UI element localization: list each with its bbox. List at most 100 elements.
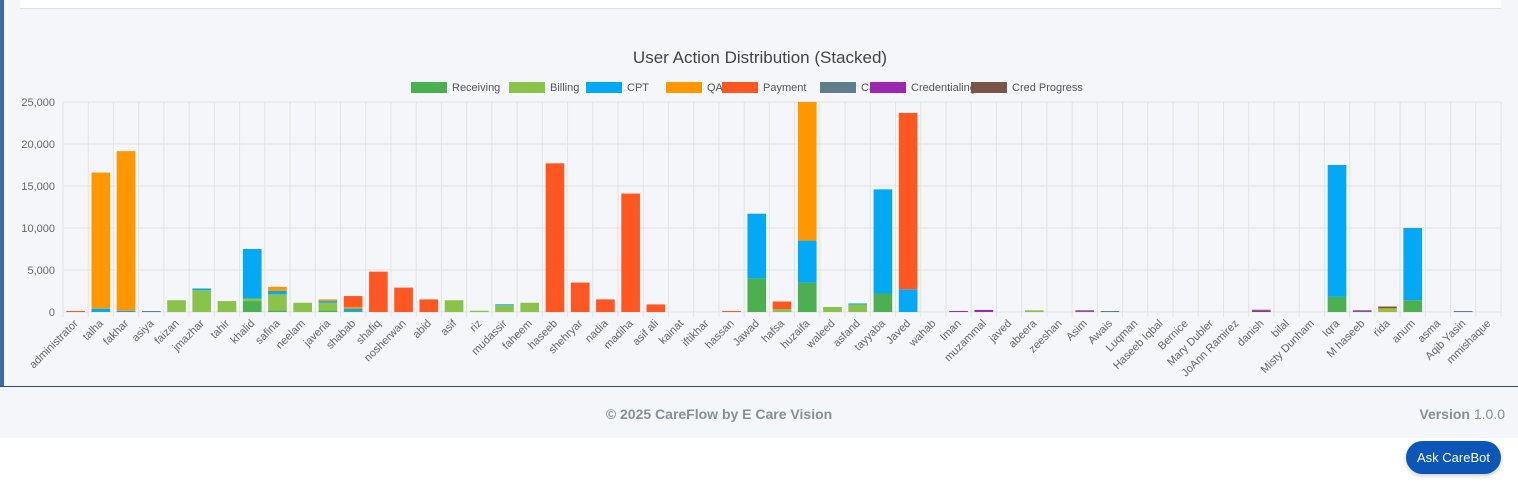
legend-swatch[interactable] <box>586 82 622 93</box>
bar-segment[interactable] <box>495 305 514 312</box>
bar-segment[interactable] <box>646 304 666 312</box>
bar-segment[interactable] <box>848 303 868 305</box>
bar-segment[interactable] <box>495 304 514 306</box>
bar-segment[interactable] <box>343 311 363 312</box>
bar-segment[interactable] <box>91 308 111 312</box>
legend-swatch[interactable] <box>820 82 856 93</box>
bar-segment[interactable] <box>268 291 287 295</box>
legend-label[interactable]: Payment <box>763 82 806 94</box>
legend-label[interactable]: Billing <box>550 82 579 94</box>
legend-label[interactable]: CPT <box>627 82 649 94</box>
bar-segment[interactable] <box>192 290 212 312</box>
bar-segment[interactable] <box>318 310 338 312</box>
bar-segment[interactable] <box>1327 165 1347 297</box>
bar-segment[interactable] <box>394 287 413 312</box>
bar-segment[interactable] <box>1327 296 1347 312</box>
legend-label[interactable]: Credentialing <box>911 82 976 94</box>
bar-segment[interactable] <box>1378 308 1397 310</box>
x-tick-label: Jawad <box>731 318 762 349</box>
y-tick-label: 5,000 <box>27 265 55 277</box>
legend-swatch[interactable] <box>509 82 545 93</box>
bar-segment[interactable] <box>1075 310 1095 312</box>
bar-segment[interactable] <box>1024 310 1044 312</box>
bar-segment[interactable] <box>1251 309 1271 311</box>
x-tick-label: anum <box>1390 318 1418 346</box>
bar-segment[interactable] <box>545 163 565 312</box>
legend-swatch[interactable] <box>870 82 906 93</box>
bar-segment[interactable] <box>1352 310 1372 312</box>
legend-label[interactable]: Receiving <box>452 82 500 94</box>
bar-segment[interactable] <box>1378 309 1397 312</box>
legend-swatch[interactable] <box>411 82 447 93</box>
bar-segment[interactable] <box>141 311 161 312</box>
bar-segment[interactable] <box>419 299 439 312</box>
bar-segment[interactable] <box>242 249 262 299</box>
bar-segment[interactable] <box>747 213 767 279</box>
legend-swatch[interactable] <box>722 82 758 93</box>
bar-segment[interactable] <box>722 311 741 312</box>
bar-segment[interactable] <box>949 311 968 312</box>
bar-segment[interactable] <box>1100 311 1120 312</box>
bar-segment[interactable] <box>898 289 918 312</box>
bar-segment[interactable] <box>873 189 893 294</box>
bar-segment[interactable] <box>268 286 287 291</box>
bar-segment[interactable] <box>772 309 792 312</box>
bar-segment[interactable] <box>520 302 540 312</box>
bar-segment[interactable] <box>1403 300 1423 312</box>
bar-segment[interactable] <box>797 282 817 312</box>
bar-segment[interactable] <box>293 302 313 312</box>
y-tick-label: 20,000 <box>21 139 55 151</box>
x-tick-label: danish <box>1235 318 1266 349</box>
bar-segment[interactable] <box>268 310 287 312</box>
ask-carebot-button[interactable]: Ask CareBot <box>1406 441 1501 474</box>
bar-segment[interactable] <box>570 282 590 312</box>
bar-segment[interactable] <box>823 306 842 312</box>
legend-label[interactable]: QA <box>707 82 724 94</box>
bar-segment[interactable] <box>318 302 338 311</box>
bar-segment[interactable] <box>66 311 85 312</box>
x-tick-label: fakhar <box>101 317 131 347</box>
bar-segment[interactable] <box>873 293 893 312</box>
bar-segment[interactable] <box>318 299 338 302</box>
chart-svg: User Action Distribution (Stacked) Recei… <box>21 48 1502 379</box>
chart-bars <box>66 102 1473 312</box>
bar-segment[interactable] <box>369 271 388 312</box>
bar-segment[interactable] <box>167 300 186 312</box>
bar-segment[interactable] <box>343 296 363 307</box>
chart-legend: ReceivingBillingCPTQAPaymentCallCredenti… <box>411 82 1083 94</box>
x-tick-label: hassan <box>703 318 737 352</box>
bar-segment[interactable] <box>797 102 817 241</box>
bar-segment[interactable] <box>848 304 868 312</box>
legend-label[interactable]: Cred Progress <box>1012 82 1083 94</box>
bar-segment[interactable] <box>898 112 918 290</box>
bar-segment[interactable] <box>91 172 111 309</box>
legend-swatch[interactable] <box>971 82 1007 93</box>
bar-segment[interactable] <box>797 240 817 283</box>
bar-segment[interactable] <box>1403 228 1423 301</box>
bar-segment[interactable] <box>116 151 136 311</box>
bar-segment[interactable] <box>1251 310 1271 312</box>
bar-segment[interactable] <box>772 301 792 310</box>
bar-segment[interactable] <box>217 301 237 312</box>
bar-segment[interactable] <box>747 278 767 312</box>
bar-segment[interactable] <box>974 309 994 312</box>
bar-segment[interactable] <box>192 288 212 291</box>
bar-segment[interactable] <box>268 294 287 311</box>
bar-segment[interactable] <box>343 306 363 309</box>
bar-segment[interactable] <box>1453 311 1473 312</box>
bar-segment[interactable] <box>242 301 262 312</box>
bar-segment[interactable] <box>1378 306 1397 309</box>
bar-segment[interactable] <box>242 298 262 302</box>
bar-segment[interactable] <box>444 300 464 312</box>
footer-version-label: Version <box>1419 406 1470 422</box>
legend-swatch[interactable] <box>666 82 702 93</box>
bar-segment[interactable] <box>596 299 615 312</box>
bar-segment[interactable] <box>1352 311 1372 312</box>
chart-title: User Action Distribution (Stacked) <box>633 48 887 67</box>
bar-segment[interactable] <box>343 308 363 312</box>
bar-segment[interactable] <box>116 310 136 312</box>
bar-segment[interactable] <box>1075 311 1095 312</box>
bar-segment[interactable] <box>318 301 338 303</box>
bar-segment[interactable] <box>469 310 489 312</box>
bar-segment[interactable] <box>621 193 640 312</box>
